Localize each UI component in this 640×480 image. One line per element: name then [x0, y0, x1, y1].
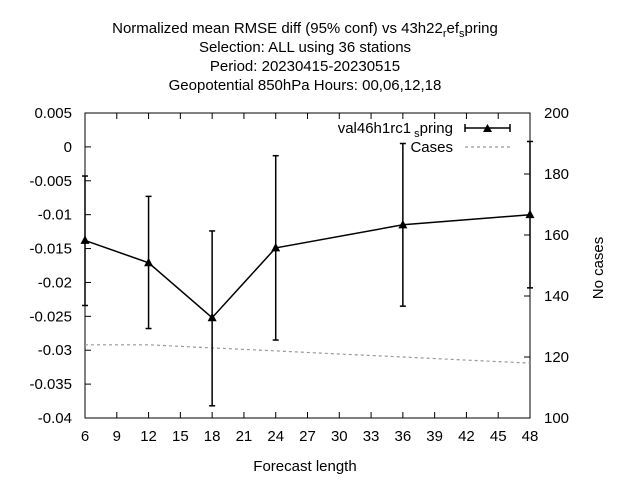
data-point-marker	[271, 242, 281, 252]
x-tick-label: 15	[172, 428, 189, 445]
series-cases	[85, 344, 531, 364]
title-line-3: Period: 20230415-20230515	[210, 58, 400, 75]
y2-tick-label: 100	[544, 410, 569, 427]
y-tick-label: 0.005	[34, 105, 72, 122]
y-tick-label: 0	[64, 139, 72, 156]
legend-sample-marker	[483, 124, 492, 132]
x-axis-label: Forecast length	[253, 458, 356, 475]
y2-tick-label: 140	[544, 288, 569, 305]
y2-tick-label: 160	[544, 227, 569, 244]
data-point-marker	[80, 235, 90, 244]
x-tick-label: 18	[204, 428, 221, 445]
y-tick-label: -0.03	[38, 342, 72, 359]
series-line	[84, 213, 531, 319]
y-tick-label: -0.035	[29, 376, 72, 393]
x-axis: 6 9 12 15 18 21 24 27 30 33 36 39 42 45 48	[81, 113, 539, 445]
y2-tick-label: 120	[544, 349, 569, 366]
x-tick-label: 9	[113, 428, 121, 445]
legend: val46h1rc1 spring Cases	[338, 120, 511, 156]
y-tick-label: -0.01	[38, 207, 72, 224]
data-point-marker	[144, 257, 154, 267]
cases-line	[85, 344, 531, 364]
title-line-2: Selection: ALL using 36 stations	[199, 39, 411, 56]
x-tick-label: 48	[522, 428, 539, 445]
x-tick-label: 12	[140, 428, 157, 445]
chart-title: Normalized mean RMSE diff (95% conf) vs …	[112, 20, 498, 94]
y-tick-label: -0.015	[29, 241, 72, 258]
y-tick-label: -0.02	[38, 274, 72, 291]
y2-tick-label: 200	[544, 105, 569, 122]
x-tick-label: 33	[363, 428, 380, 445]
y2-tick-label: 180	[544, 166, 569, 183]
y-axis-right: 100 120 140 160 180 200	[524, 105, 569, 427]
data-point-marker	[207, 312, 217, 322]
x-tick-label: 42	[458, 428, 475, 445]
x-tick-label: 27	[299, 428, 316, 445]
x-tick-label: 24	[267, 428, 284, 445]
x-tick-label: 30	[331, 428, 348, 445]
legend-label-cases: Cases	[410, 139, 453, 156]
legend-label-val46h1rc1-spring: val46h1rc1 spring	[338, 120, 453, 140]
x-tick-label: 21	[236, 428, 253, 445]
x-tick-label: 45	[490, 428, 507, 445]
y-tick-label: -0.005	[29, 173, 72, 190]
x-tick-label: 36	[395, 428, 412, 445]
title-line-4: Geopotential 850hPa Hours: 00,06,12,18	[169, 77, 442, 94]
title-line-1: Normalized mean RMSE diff (95% conf) vs …	[112, 20, 498, 40]
series-val46h1rc1-spring	[80, 140, 535, 407]
x-tick-label: 39	[426, 428, 443, 445]
data-point-marker	[525, 209, 535, 219]
x-tick-label: 6	[81, 428, 89, 445]
y-tick-label: -0.04	[38, 410, 72, 427]
y-tick-label: -0.025	[29, 308, 72, 325]
data-point-marker	[398, 219, 408, 229]
y2-axis-label: No cases	[590, 237, 607, 300]
y-axis-left: 0.005 0 -0.005 -0.01 -0.015 -0.02 -0.025 -0.03 -…	[29, 105, 91, 427]
